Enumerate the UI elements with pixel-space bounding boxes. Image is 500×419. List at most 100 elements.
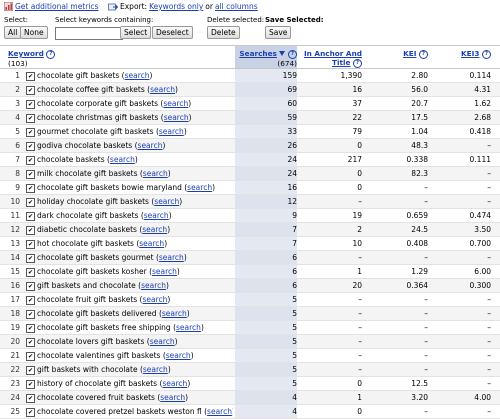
search-link[interactable]: search bbox=[143, 211, 169, 220]
kei3-cell: – bbox=[487, 253, 491, 262]
row-checkbox[interactable]: ✔ bbox=[26, 310, 35, 319]
help-icon[interactable]: ? bbox=[419, 49, 428, 59]
row-checkbox[interactable]: ✔ bbox=[26, 338, 35, 347]
row-checkbox[interactable]: ✔ bbox=[26, 198, 35, 207]
search-link[interactable]: search bbox=[142, 295, 168, 304]
search-link[interactable]: search bbox=[137, 141, 163, 150]
keyword-text: chocolate coffee gift baskets bbox=[37, 85, 145, 94]
searches-column-label[interactable]: Searches bbox=[239, 49, 277, 58]
keyword-column-label[interactable]: Keyword bbox=[8, 49, 44, 58]
kei-cell: 3.20 bbox=[411, 393, 428, 402]
row-number: 1 bbox=[15, 71, 20, 80]
anchor-title-cell: 37 bbox=[352, 99, 362, 108]
save-button[interactable]: Save bbox=[265, 26, 292, 39]
select-none-button[interactable]: None bbox=[20, 26, 48, 39]
header-kei[interactable]: KEI ? bbox=[366, 49, 428, 71]
search-link[interactable]: search bbox=[161, 309, 187, 318]
search-link[interactable]: search bbox=[163, 113, 189, 122]
select-all-button[interactable]: All bbox=[4, 26, 22, 39]
help-icon[interactable]: ? bbox=[353, 58, 362, 68]
search-link[interactable]: search bbox=[141, 281, 167, 290]
searches-cell: 159 bbox=[235, 69, 297, 82]
search-link[interactable]: search bbox=[158, 127, 184, 136]
row-checkbox[interactable]: ✔ bbox=[26, 170, 35, 179]
header-kei3[interactable]: KEI3 ? bbox=[432, 49, 491, 71]
search-link[interactable]: search bbox=[163, 99, 189, 108]
header-keyword[interactable]: Keyword ? (103) bbox=[8, 49, 56, 71]
search-link[interactable]: search bbox=[142, 169, 168, 178]
anchor-title-cell: 1,390 bbox=[340, 71, 362, 80]
keyword-filter-input[interactable] bbox=[55, 27, 123, 40]
row-checkbox[interactable]: ✔ bbox=[26, 72, 35, 81]
delete-button[interactable]: Delete bbox=[207, 26, 240, 39]
anchor-column-label-2[interactable]: Title bbox=[332, 58, 351, 67]
kei-column-label[interactable]: KEI bbox=[403, 49, 417, 58]
select-button[interactable]: Select bbox=[120, 26, 152, 39]
anchor-title-cell: 2 bbox=[357, 225, 362, 234]
row-checkbox[interactable]: ✔ bbox=[26, 156, 35, 165]
row-checkbox[interactable]: ✔ bbox=[26, 282, 35, 291]
anchor-column-label-1[interactable]: In Anchor And bbox=[303, 49, 362, 58]
keyword-text: chocolate gift baskets free shipping bbox=[37, 323, 171, 332]
header-searches[interactable]: Searches ? (674) bbox=[235, 46, 297, 68]
row-checkbox[interactable]: ✔ bbox=[26, 296, 35, 305]
search-link[interactable]: search bbox=[149, 337, 175, 346]
search-link[interactable]: search bbox=[142, 365, 168, 374]
row-checkbox[interactable]: ✔ bbox=[26, 268, 35, 277]
row-checkbox[interactable]: ✔ bbox=[26, 366, 35, 375]
table-body: 1 ✔ chocolate gift baskets (search) 159 1,39… bbox=[0, 69, 500, 419]
keyword-cell: chocolate covered pretzel baskets weston… bbox=[37, 407, 233, 416]
row-number: 22 bbox=[10, 365, 20, 374]
deselect-button[interactable]: Deselect bbox=[152, 26, 193, 39]
search-link[interactable]: search bbox=[165, 351, 191, 360]
search-link[interactable]: search bbox=[154, 197, 180, 206]
row-checkbox[interactable]: ✔ bbox=[26, 324, 35, 333]
search-link[interactable]: search bbox=[150, 85, 176, 94]
search-link[interactable]: search bbox=[158, 253, 184, 262]
search-link[interactable]: search bbox=[162, 379, 188, 388]
search-link[interactable]: search bbox=[176, 323, 201, 332]
keyword-text: chocolate gift baskets kosher bbox=[37, 267, 147, 276]
search-link[interactable]: search bbox=[207, 407, 232, 416]
kei3-cell: 2.68 bbox=[474, 113, 491, 122]
row-checkbox[interactable]: ✔ bbox=[26, 380, 35, 389]
kei3-column-label[interactable]: KEI3 bbox=[461, 49, 480, 58]
search-link[interactable]: search bbox=[142, 225, 168, 234]
search-link[interactable]: search bbox=[152, 267, 177, 276]
table-row: 1 ✔ chocolate gift baskets (search) 159 1,39… bbox=[0, 69, 500, 83]
export-keywords-only-link[interactable]: Keywords only bbox=[149, 2, 204, 11]
search-link[interactable]: search bbox=[160, 393, 186, 402]
export-icon bbox=[108, 3, 118, 10]
searches-cell: 5 bbox=[235, 321, 297, 334]
export-group: Export: Keywords only or all columns bbox=[108, 2, 258, 11]
get-additional-metrics-link[interactable]: Get additional metrics bbox=[15, 2, 99, 11]
row-checkbox[interactable]: ✔ bbox=[26, 212, 35, 221]
row-checkbox[interactable]: ✔ bbox=[26, 254, 35, 263]
row-checkbox[interactable]: ✔ bbox=[26, 86, 35, 95]
export-all-columns-link[interactable]: all columns bbox=[214, 2, 258, 11]
row-checkbox[interactable]: ✔ bbox=[26, 128, 35, 137]
kei3-cell: – bbox=[487, 309, 491, 318]
help-icon[interactable]: ? bbox=[288, 49, 297, 59]
search-link[interactable]: search bbox=[109, 155, 135, 164]
checkmark-icon: ✔ bbox=[27, 171, 34, 178]
row-number: 5 bbox=[15, 127, 20, 136]
search-link[interactable]: search bbox=[139, 239, 165, 248]
row-checkbox[interactable]: ✔ bbox=[26, 226, 35, 235]
search-link[interactable]: search bbox=[187, 183, 213, 192]
row-checkbox[interactable]: ✔ bbox=[26, 408, 35, 417]
row-checkbox[interactable]: ✔ bbox=[26, 100, 35, 109]
row-checkbox[interactable]: ✔ bbox=[26, 352, 35, 361]
search-link[interactable]: search bbox=[124, 71, 150, 80]
row-checkbox[interactable]: ✔ bbox=[26, 142, 35, 151]
table-row: 13 ✔ hot chocolate gift baskets (search) 7 1… bbox=[0, 237, 500, 251]
row-checkbox[interactable]: ✔ bbox=[26, 240, 35, 249]
header-in-anchor-title[interactable]: In Anchor And Title ? bbox=[300, 49, 362, 71]
row-checkbox[interactable]: ✔ bbox=[26, 114, 35, 123]
row-checkbox[interactable]: ✔ bbox=[26, 184, 35, 193]
help-icon[interactable]: ? bbox=[46, 49, 56, 59]
anchor-title-cell: – bbox=[358, 337, 362, 346]
searches-cell: 16 bbox=[235, 181, 297, 194]
help-icon[interactable]: ? bbox=[482, 49, 491, 59]
row-checkbox[interactable]: ✔ bbox=[26, 394, 35, 403]
